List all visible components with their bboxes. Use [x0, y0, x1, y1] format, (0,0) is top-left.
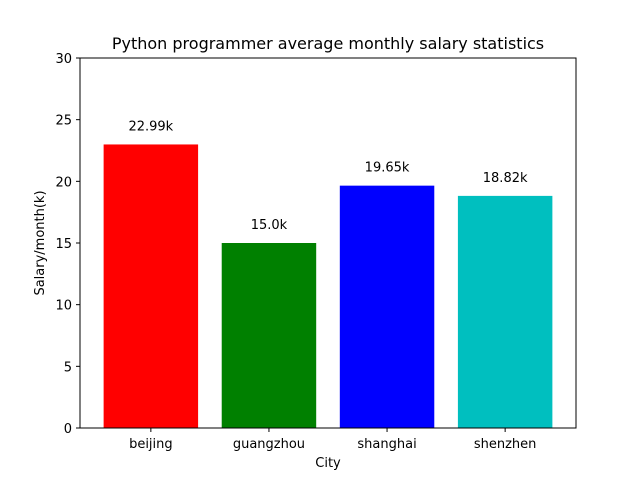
chart-title: Python programmer average monthly salary…: [112, 34, 544, 53]
bar-shenzhen: [457, 195, 553, 428]
y-tick-label-10: 10: [55, 299, 72, 314]
data-label-guangzhou: 15.0k: [251, 218, 288, 233]
x-axis-label: City: [315, 456, 341, 471]
data-labels-group: 22.99k 15.0k 19.65k 18.82k: [128, 119, 528, 233]
bar-shanghai: [339, 185, 435, 428]
x-tick-label-guangzhou: guangzhou: [233, 437, 305, 452]
y-tick-label-0: 0: [64, 422, 72, 437]
y-tick-label-20: 20: [55, 175, 72, 190]
x-axis-ticks: beijing guangzhou shanghai shenzhen: [129, 428, 536, 452]
y-tick-label-15: 15: [55, 237, 72, 252]
x-tick-label-shenzhen: shenzhen: [474, 437, 537, 452]
bars-group: [103, 144, 553, 428]
y-axis-ticks: 0 5 10 15 20 25 30: [55, 52, 80, 437]
y-tick-label-5: 5: [64, 360, 72, 375]
y-tick-label-25: 25: [55, 114, 72, 129]
data-label-shenzhen: 18.82k: [483, 171, 528, 186]
x-tick-label-shanghai: shanghai: [357, 437, 416, 452]
y-axis-label: Salary/month(k): [33, 190, 48, 295]
bar-beijing: [103, 144, 199, 428]
y-tick-label-30: 30: [55, 52, 72, 67]
x-tick-label-beijing: beijing: [129, 437, 173, 452]
data-label-beijing: 22.99k: [128, 119, 173, 134]
data-label-shanghai: 19.65k: [365, 161, 410, 176]
bar-guangzhou: [221, 243, 317, 428]
